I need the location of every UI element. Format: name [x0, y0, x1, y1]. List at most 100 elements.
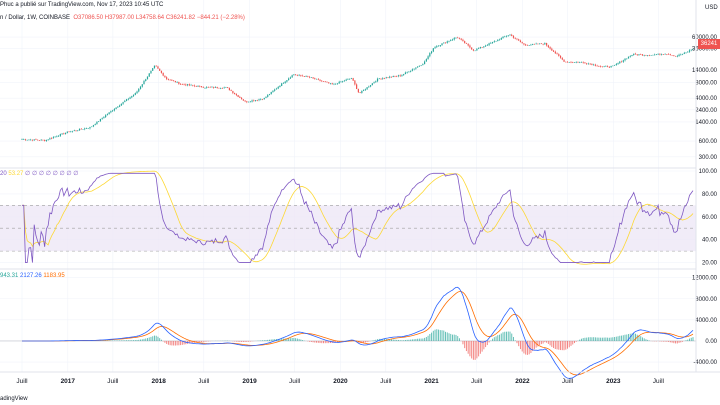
- candle-body: [164, 75, 166, 78]
- candle-body: [321, 80, 323, 82]
- candle-body: [662, 54, 664, 55]
- candle-body: [455, 37, 457, 39]
- candle-body: [453, 38, 455, 40]
- candle-body: [382, 78, 384, 79]
- candle-body: [204, 87, 206, 89]
- candle-body: [652, 54, 654, 56]
- candle-body: [160, 70, 163, 73]
- candle-body: [335, 83, 337, 85]
- candle-body: [387, 77, 389, 78]
- candle-body: [322, 81, 325, 82]
- candle-body: [410, 70, 412, 72]
- candle-body: [568, 62, 570, 63]
- candle-body: [633, 53, 635, 55]
- candle-body: [434, 47, 436, 49]
- rsi-tick-label: 20.00: [702, 261, 718, 267]
- candle-body: [342, 80, 344, 82]
- price-tick-label: 600.00: [699, 139, 718, 145]
- candle-body: [539, 43, 541, 45]
- candle-body: [472, 49, 475, 51]
- candle-body: [284, 81, 286, 84]
- candle-body: [113, 109, 115, 111]
- candle-body: [516, 38, 518, 40]
- candle-body: [329, 83, 332, 84]
- candle-body: [352, 78, 354, 81]
- candle-body: [491, 41, 494, 43]
- candle-body: [200, 86, 203, 88]
- candle-body: [185, 84, 187, 86]
- candle-body: [87, 128, 89, 129]
- candle-body: [275, 88, 278, 90]
- candle-body: [469, 45, 471, 48]
- candle-body: [645, 55, 647, 56]
- candle-body: [495, 41, 497, 42]
- candle-body: [66, 131, 68, 133]
- candle-body: [227, 87, 229, 88]
- candle-body: [530, 44, 532, 46]
- candle-body: [690, 49, 692, 51]
- candle-body: [206, 87, 208, 88]
- candle-body: [406, 72, 408, 73]
- candle-body: [687, 51, 689, 53]
- candle-body: [354, 80, 356, 85]
- candle-body: [202, 87, 204, 88]
- candle-body: [134, 93, 136, 95]
- candle-body: [345, 79, 347, 81]
- high-value: H37987.00: [104, 15, 135, 21]
- x-tick-label: Juill: [471, 378, 483, 385]
- candle-body: [314, 78, 316, 80]
- candle-body: [457, 37, 459, 39]
- candle-body: [38, 140, 41, 141]
- candle-body: [28, 139, 30, 141]
- candle-body: [624, 58, 626, 61]
- candle-body: [61, 133, 63, 135]
- candle-body: [40, 139, 42, 141]
- candle-body: [136, 91, 138, 94]
- candle-body: [620, 61, 623, 63]
- candle-body: [272, 90, 274, 92]
- candle-body: [157, 66, 159, 69]
- candle-body: [267, 95, 269, 97]
- price-tick-label: 1400.00: [695, 120, 717, 126]
- candle-body: [587, 63, 590, 65]
- candle-body: [460, 38, 462, 40]
- candle-body: [152, 68, 154, 71]
- candle-body: [45, 139, 48, 141]
- candle-body: [464, 41, 466, 44]
- candle-body: [547, 45, 549, 48]
- candle-body: [174, 80, 176, 83]
- candle-body: [655, 54, 658, 56]
- candle-body: [565, 61, 567, 63]
- candle-body: [627, 56, 630, 59]
- candle-body: [261, 99, 264, 100]
- candle-body: [138, 88, 140, 92]
- candle-body: [295, 74, 297, 76]
- macd-line: [21, 286, 694, 379]
- candle-body: [270, 91, 272, 95]
- candle-body: [54, 136, 56, 138]
- candle-body: [478, 48, 480, 49]
- candle-body: [350, 78, 353, 79]
- candle-body: [281, 83, 283, 86]
- candle-body: [78, 128, 81, 131]
- candle-body: [127, 98, 129, 100]
- candle-body: [552, 50, 555, 52]
- candle-body: [634, 53, 637, 55]
- candle-body: [31, 139, 34, 141]
- candle-body: [84, 128, 86, 130]
- candle-body: [256, 100, 258, 101]
- candle-body: [533, 43, 536, 45]
- candle-body: [671, 55, 673, 56]
- candle-body: [221, 88, 224, 89]
- candle-body: [70, 131, 72, 133]
- candle-body: [315, 78, 318, 80]
- candle-body: [432, 48, 434, 52]
- candle-body: [509, 34, 511, 36]
- candle-body: [420, 65, 422, 66]
- price-tick-label: 300.00: [699, 155, 718, 161]
- candle-body: [51, 138, 53, 139]
- candle-body: [197, 86, 199, 87]
- candle-body: [368, 86, 370, 88]
- candle-body: [57, 135, 60, 137]
